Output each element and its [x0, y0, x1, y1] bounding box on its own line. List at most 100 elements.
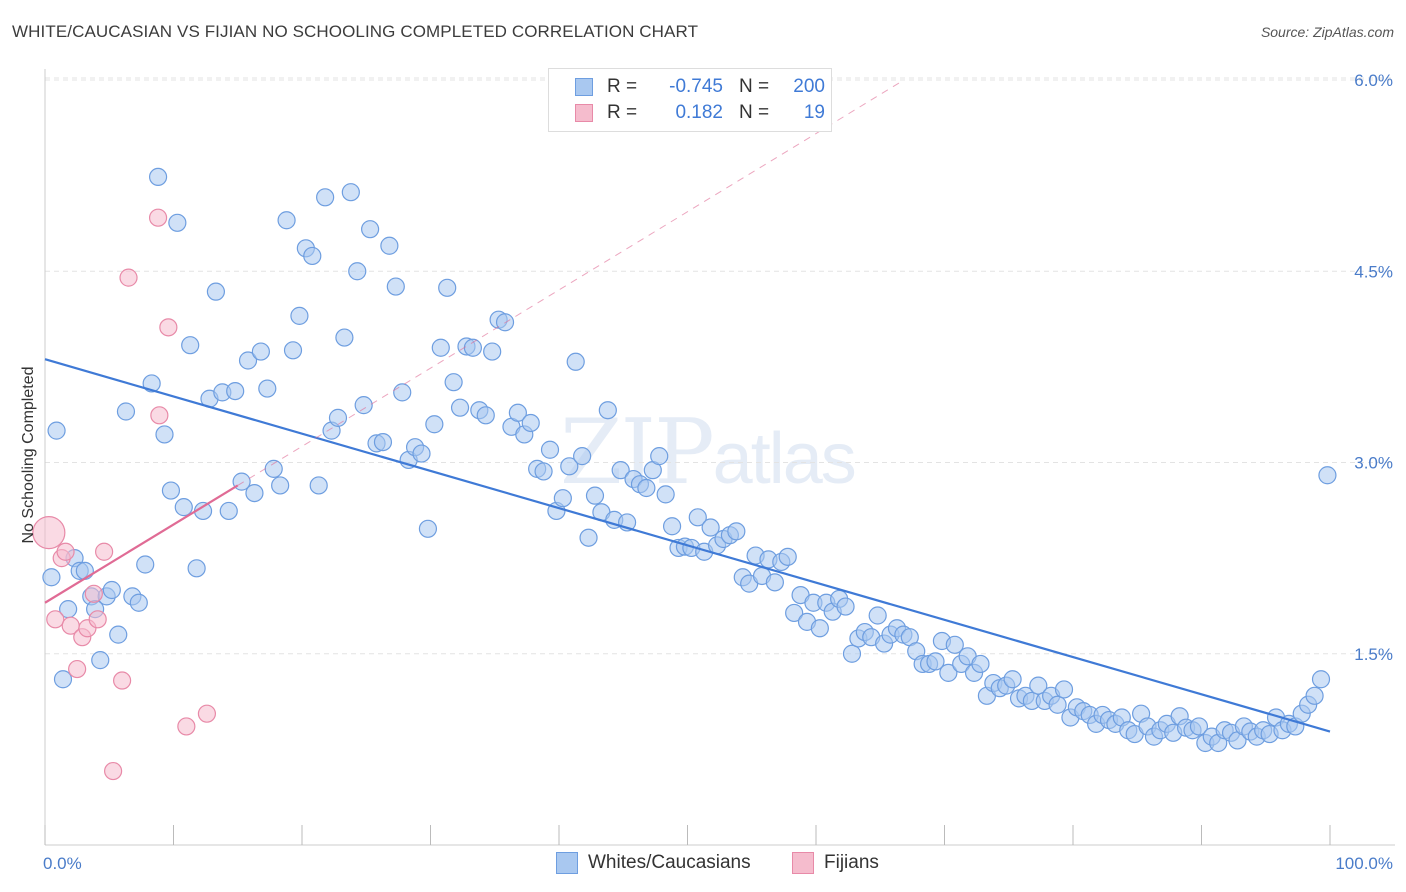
data-point-whites: [521, 413, 540, 433]
data-point-whites: [161, 481, 181, 500]
data-point-whites: [868, 606, 887, 625]
data-point-whites: [393, 383, 412, 402]
legend-r-value: -0.745: [669, 76, 723, 97]
data-point-fijians: [112, 671, 132, 690]
data-point-fijians: [56, 542, 75, 561]
legend-r-label: R =: [607, 102, 638, 123]
data-point-whites: [553, 489, 572, 508]
data-point-whites: [380, 236, 399, 255]
data-point-whites: [412, 444, 431, 463]
trend-line-fijians-extension: [237, 79, 905, 486]
data-point-whites: [438, 278, 457, 297]
data-point-whites: [926, 652, 945, 671]
y-tick-label: 1.5%: [1354, 645, 1393, 664]
data-point-whites: [102, 580, 121, 600]
data-point-whites: [842, 644, 862, 663]
data-point-whites: [579, 528, 598, 547]
chart-title: WHITE/CAUCASIAN VS FIJIAN NO SCHOOLING C…: [12, 22, 699, 41]
data-point-whites: [727, 522, 746, 541]
y-tick-label: 3.0%: [1354, 454, 1393, 473]
data-point-whites: [129, 593, 148, 612]
data-point-whites: [971, 654, 990, 674]
data-point-fijians: [159, 318, 178, 337]
data-point-whites: [1311, 670, 1331, 689]
data-point-whites: [206, 282, 226, 301]
data-point-whites: [168, 213, 187, 232]
data-point-whites: [431, 338, 450, 357]
data-point-whites: [450, 398, 470, 417]
data-point-whites: [945, 635, 964, 654]
data-point-whites: [598, 401, 617, 420]
data-point-whites: [810, 619, 829, 638]
data-point-whites: [1189, 717, 1209, 736]
data-point-whites: [765, 573, 784, 592]
trend-line-fijians: [44, 484, 239, 604]
legend-n-value: 19: [803, 102, 825, 123]
data-point-whites: [476, 406, 495, 425]
data-point-fijians: [150, 406, 169, 425]
data-point-whites: [341, 183, 360, 202]
y-axis-label: No Schooling Completed: [20, 367, 37, 544]
x-tick-label-max: 100.0%: [1335, 854, 1393, 873]
data-point-whites: [418, 519, 438, 538]
data-point-whites: [277, 211, 296, 230]
data-point-whites: [283, 341, 303, 360]
legend-label-whites: Whites/Caucasians: [588, 852, 751, 873]
data-point-whites: [328, 408, 348, 427]
data-point-whites: [75, 561, 94, 580]
data-point-whites: [662, 517, 682, 536]
data-point-whites: [650, 447, 669, 466]
data-point-whites: [181, 336, 200, 355]
axes: [44, 69, 1395, 846]
data-point-whites: [91, 651, 110, 670]
data-point-fijians: [177, 717, 196, 736]
data-point-whites: [701, 518, 720, 537]
data-point-fijians: [46, 610, 65, 629]
data-point-whites: [53, 670, 73, 689]
y-tick-label: 6.0%: [1354, 71, 1393, 90]
x-tick-label-min: 0.0%: [43, 854, 82, 873]
data-point-fijians: [197, 704, 217, 723]
stats-legend: R = -0.745 N = 200 R = 0.182 N = 19: [548, 68, 832, 132]
data-point-whites: [238, 351, 258, 370]
legend-swatch-whites: [556, 852, 578, 874]
data-point-whites: [316, 188, 335, 207]
trend-lines: [44, 79, 1331, 733]
data-point-whites: [335, 328, 354, 347]
legend-item-fijians[interactable]: Fijians: [792, 852, 879, 874]
data-point-whites: [373, 433, 393, 452]
data-point-whites: [219, 501, 238, 521]
data-point-fijians: [148, 208, 168, 227]
data-point-whites: [637, 478, 656, 498]
legend-swatch-fijians: [575, 104, 593, 122]
legend-row-fijians: R = 0.182 N = 19: [575, 100, 825, 126]
data-point-whites: [836, 597, 855, 616]
data-point-whites: [585, 486, 605, 505]
data-point-whites: [148, 167, 168, 186]
data-point-whites: [425, 415, 444, 434]
legend-item-whites[interactable]: Whites/Caucasians: [556, 852, 751, 874]
data-point-whites: [560, 457, 579, 476]
data-point-whites: [251, 342, 270, 361]
data-point-whites: [1318, 466, 1337, 485]
data-point-whites: [245, 484, 264, 503]
data-point-whites: [155, 425, 174, 444]
data-point-whites: [303, 246, 322, 266]
data-point-whites: [348, 262, 367, 281]
data-point-fijians: [84, 584, 103, 603]
data-point-whites: [309, 476, 328, 495]
data-point-whites: [785, 603, 804, 623]
data-point-whites: [42, 568, 61, 587]
data-point-whites: [656, 485, 675, 504]
data-point-fijians: [88, 610, 107, 629]
tick-labels: 1.5% 3.0% 4.5% 6.0% 0.0% 100.0%: [43, 71, 1393, 873]
data-point-whites: [573, 447, 592, 466]
series-legend: Whites/Caucasians Fijians: [0, 852, 1406, 876]
legend-n-label: N =: [739, 102, 770, 123]
data-point-whites: [290, 306, 309, 325]
data-point-whites: [540, 440, 560, 459]
data-point-whites: [1048, 695, 1067, 714]
y-tick-label: 4.5%: [1354, 262, 1393, 281]
data-point-whites: [1054, 680, 1074, 699]
